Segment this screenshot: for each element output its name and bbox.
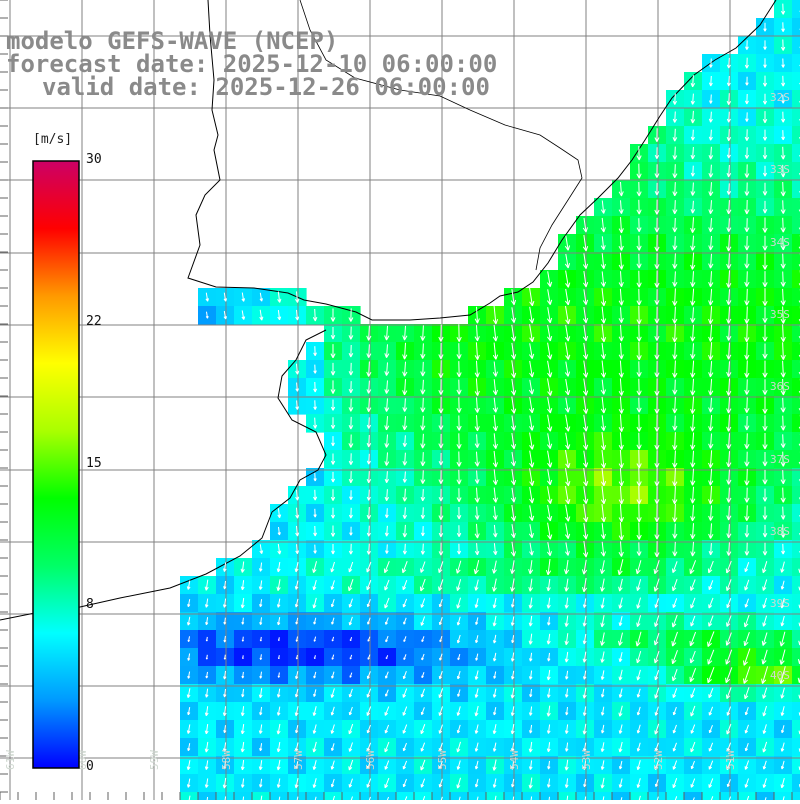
wind-cell [792, 270, 800, 289]
colorbar-tick-label: 22 [86, 314, 102, 329]
latitude-label: 32S [770, 91, 790, 104]
model-title: modelo GEFS-WAVE (NCEP) [6, 30, 338, 52]
wind-cell [792, 342, 800, 361]
wind-cell [792, 486, 800, 505]
wind-cell [792, 648, 800, 667]
longitude-label: 56W [364, 750, 377, 770]
colorbar-tick-label: 0 [86, 759, 94, 774]
wind-cell [792, 504, 800, 523]
wind-cell [792, 90, 800, 109]
wind-cell [792, 54, 800, 73]
wind-cell [792, 360, 800, 379]
wind-cell [792, 522, 800, 541]
wind-cell [792, 306, 800, 325]
colorbar [0, 150, 100, 770]
wind-cell [792, 36, 800, 55]
wind-cell [792, 108, 800, 127]
wind-cell [792, 558, 800, 577]
wind-cell [792, 720, 800, 739]
longitude-label: 51W [724, 750, 737, 770]
colorbar-tick-label: 8 [86, 597, 94, 612]
longitude-label: 52W [652, 750, 665, 770]
wind-cell [792, 594, 800, 613]
wind-cell [792, 756, 800, 775]
colorbar-tick-label: 15 [86, 456, 102, 471]
wind-cell [792, 450, 800, 469]
valid-date: valid date: 2025-12-26 06:00:00 [42, 76, 490, 98]
wind-cell [792, 198, 800, 217]
wind-cell [792, 72, 800, 91]
wind-cell [792, 126, 800, 145]
wind-cell [792, 252, 800, 271]
wind-cell [792, 630, 800, 649]
country-border [300, 0, 582, 270]
wind-speed-field [180, 0, 800, 800]
wind-cell [792, 162, 800, 181]
wind-cell [684, 792, 703, 800]
colorbar-ramp [33, 161, 79, 768]
wind-cell [792, 144, 800, 163]
wind-cell [792, 216, 800, 235]
longitude-label: 55W [436, 750, 449, 770]
latitude-label: 34S [770, 236, 790, 249]
longitude-label: 57W [292, 750, 305, 770]
wind-cell [792, 774, 800, 793]
longitude-label: 59W [148, 750, 161, 770]
wind-cell [792, 738, 800, 757]
wind-cell [792, 612, 800, 631]
wind-cell [378, 792, 397, 800]
wind-cell [792, 18, 800, 37]
wind-cell [702, 792, 721, 800]
wind-cell [792, 378, 800, 397]
forecast-date: forecast date: 2025-12-10 06:00:00 [6, 53, 497, 75]
wind-cell [792, 0, 800, 19]
latitude-label: 38S [770, 525, 790, 538]
wind-cell [792, 576, 800, 595]
wind-cell [792, 396, 800, 415]
longitude-label: 58W [220, 750, 233, 770]
wind-cell [792, 540, 800, 559]
latitude-label: 33S [770, 163, 790, 176]
longitude-label: 54W [508, 750, 521, 770]
wind-cell [792, 288, 800, 307]
colorbar-units: [m/s] [33, 132, 72, 147]
wind-cell [792, 180, 800, 199]
wind-cell [792, 432, 800, 451]
wind-cell [792, 684, 800, 703]
wind-cell [792, 234, 800, 253]
latitude-label: 35S [770, 308, 790, 321]
colorbar-tick-label: 30 [86, 152, 102, 167]
wind-cell [792, 414, 800, 433]
wind-cell [792, 468, 800, 487]
wind-cell [396, 792, 415, 800]
wind-cell [792, 792, 800, 800]
wind-cell [792, 324, 800, 343]
latitude-label: 40S [770, 669, 790, 682]
latitude-label: 39S [770, 597, 790, 610]
latitude-label: 37S [770, 453, 790, 466]
wind-cell [792, 702, 800, 721]
longitude-label: 53W [580, 750, 593, 770]
latitude-label: 36S [770, 380, 790, 393]
